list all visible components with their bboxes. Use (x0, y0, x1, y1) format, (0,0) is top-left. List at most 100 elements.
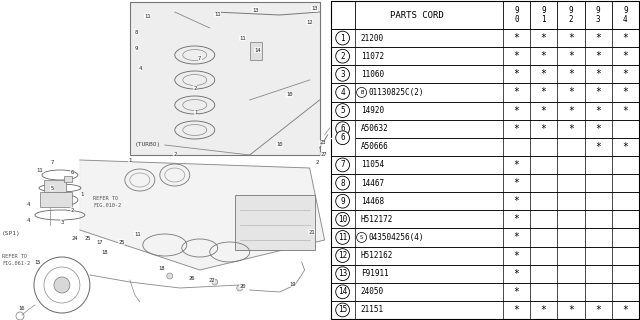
Text: 15: 15 (338, 305, 348, 315)
Text: 2: 2 (173, 153, 177, 157)
Text: 14467: 14467 (361, 179, 384, 188)
Text: 18: 18 (159, 266, 165, 270)
Text: 21200: 21200 (361, 34, 384, 43)
Text: 9
1: 9 1 (541, 6, 546, 24)
Text: 11: 11 (239, 36, 246, 41)
Text: 5: 5 (51, 186, 54, 190)
Text: A50632: A50632 (361, 124, 388, 133)
Text: *: * (513, 33, 520, 43)
Text: *: * (541, 124, 547, 134)
Text: *: * (595, 87, 601, 97)
Text: 11: 11 (214, 12, 221, 17)
Text: 6: 6 (340, 133, 345, 142)
Text: *: * (568, 305, 574, 315)
Text: *: * (513, 124, 520, 134)
Text: 11: 11 (338, 233, 348, 242)
Bar (331, 228, 639, 246)
Text: 9: 9 (134, 45, 138, 51)
Text: 01130825C(2): 01130825C(2) (369, 88, 424, 97)
Text: 20: 20 (239, 284, 246, 289)
Text: 11054: 11054 (361, 160, 384, 169)
Text: 25: 25 (118, 239, 125, 244)
Text: *: * (513, 69, 520, 79)
Circle shape (212, 279, 218, 285)
Text: F91911: F91911 (361, 269, 388, 278)
Text: *: * (568, 51, 574, 61)
Text: B: B (360, 90, 364, 95)
Text: *: * (595, 124, 601, 134)
Bar (331, 210, 639, 228)
Text: *: * (623, 142, 628, 152)
Text: 24: 24 (72, 236, 78, 241)
Text: 7: 7 (340, 160, 345, 169)
Text: 19: 19 (289, 282, 296, 286)
Bar (331, 120, 639, 138)
Text: *: * (595, 33, 601, 43)
Bar (331, 1, 639, 29)
Text: 10: 10 (338, 215, 348, 224)
Text: *: * (623, 33, 628, 43)
Bar (235, 195, 315, 250)
Text: 2: 2 (340, 52, 345, 61)
Text: *: * (595, 51, 601, 61)
Text: 18: 18 (102, 250, 108, 254)
Text: *: * (541, 51, 547, 61)
Text: H512162: H512162 (361, 251, 393, 260)
Bar (250, 42, 262, 60)
Circle shape (54, 277, 70, 293)
Text: 7: 7 (51, 161, 54, 165)
Text: 10: 10 (286, 92, 293, 98)
Text: 21: 21 (308, 229, 315, 235)
Bar (331, 174, 639, 192)
Bar (331, 301, 639, 319)
Text: *: * (541, 69, 547, 79)
Text: *: * (568, 69, 574, 79)
Text: 21151: 21151 (361, 305, 384, 315)
Text: 2: 2 (316, 161, 319, 165)
Text: 1: 1 (194, 109, 197, 115)
Text: *: * (541, 87, 547, 97)
Text: 8: 8 (340, 179, 345, 188)
Text: *: * (513, 305, 520, 315)
Text: *: * (513, 269, 520, 279)
Text: *: * (513, 232, 520, 243)
Text: 1: 1 (340, 34, 345, 43)
Bar (44, 180, 66, 192)
Text: 11: 11 (145, 13, 151, 19)
Bar (331, 101, 639, 120)
Text: FIG.061-2: FIG.061-2 (2, 261, 30, 266)
Text: 6: 6 (340, 124, 345, 133)
Text: 1: 1 (80, 193, 84, 197)
Text: 9
3: 9 3 (596, 6, 600, 24)
Text: 3: 3 (340, 70, 345, 79)
Text: 1: 1 (128, 157, 131, 163)
Text: *: * (568, 124, 574, 134)
Text: 6: 6 (70, 171, 74, 175)
Text: A50666: A50666 (361, 142, 388, 151)
Text: *: * (513, 251, 520, 260)
Text: 10: 10 (276, 142, 283, 148)
Circle shape (336, 131, 349, 145)
Text: 11072: 11072 (361, 52, 384, 61)
Text: 13: 13 (252, 7, 259, 12)
Text: *: * (623, 69, 628, 79)
Bar (331, 156, 639, 174)
Text: 3: 3 (60, 220, 63, 225)
Text: 4: 4 (340, 88, 345, 97)
Bar (331, 47, 639, 65)
Text: (SP1): (SP1) (2, 231, 20, 236)
Bar (331, 283, 639, 301)
Text: *: * (568, 87, 574, 97)
Circle shape (167, 273, 173, 279)
Text: 13: 13 (338, 269, 348, 278)
Text: PARTS CORD: PARTS CORD (390, 11, 444, 20)
Bar (331, 138, 639, 156)
Bar (331, 29, 639, 47)
Bar (331, 265, 639, 283)
Text: 2: 2 (193, 85, 196, 91)
Bar (331, 192, 639, 210)
Text: 25: 25 (84, 236, 91, 241)
Text: *: * (568, 33, 574, 43)
Text: 11: 11 (134, 231, 141, 236)
Text: *: * (513, 287, 520, 297)
